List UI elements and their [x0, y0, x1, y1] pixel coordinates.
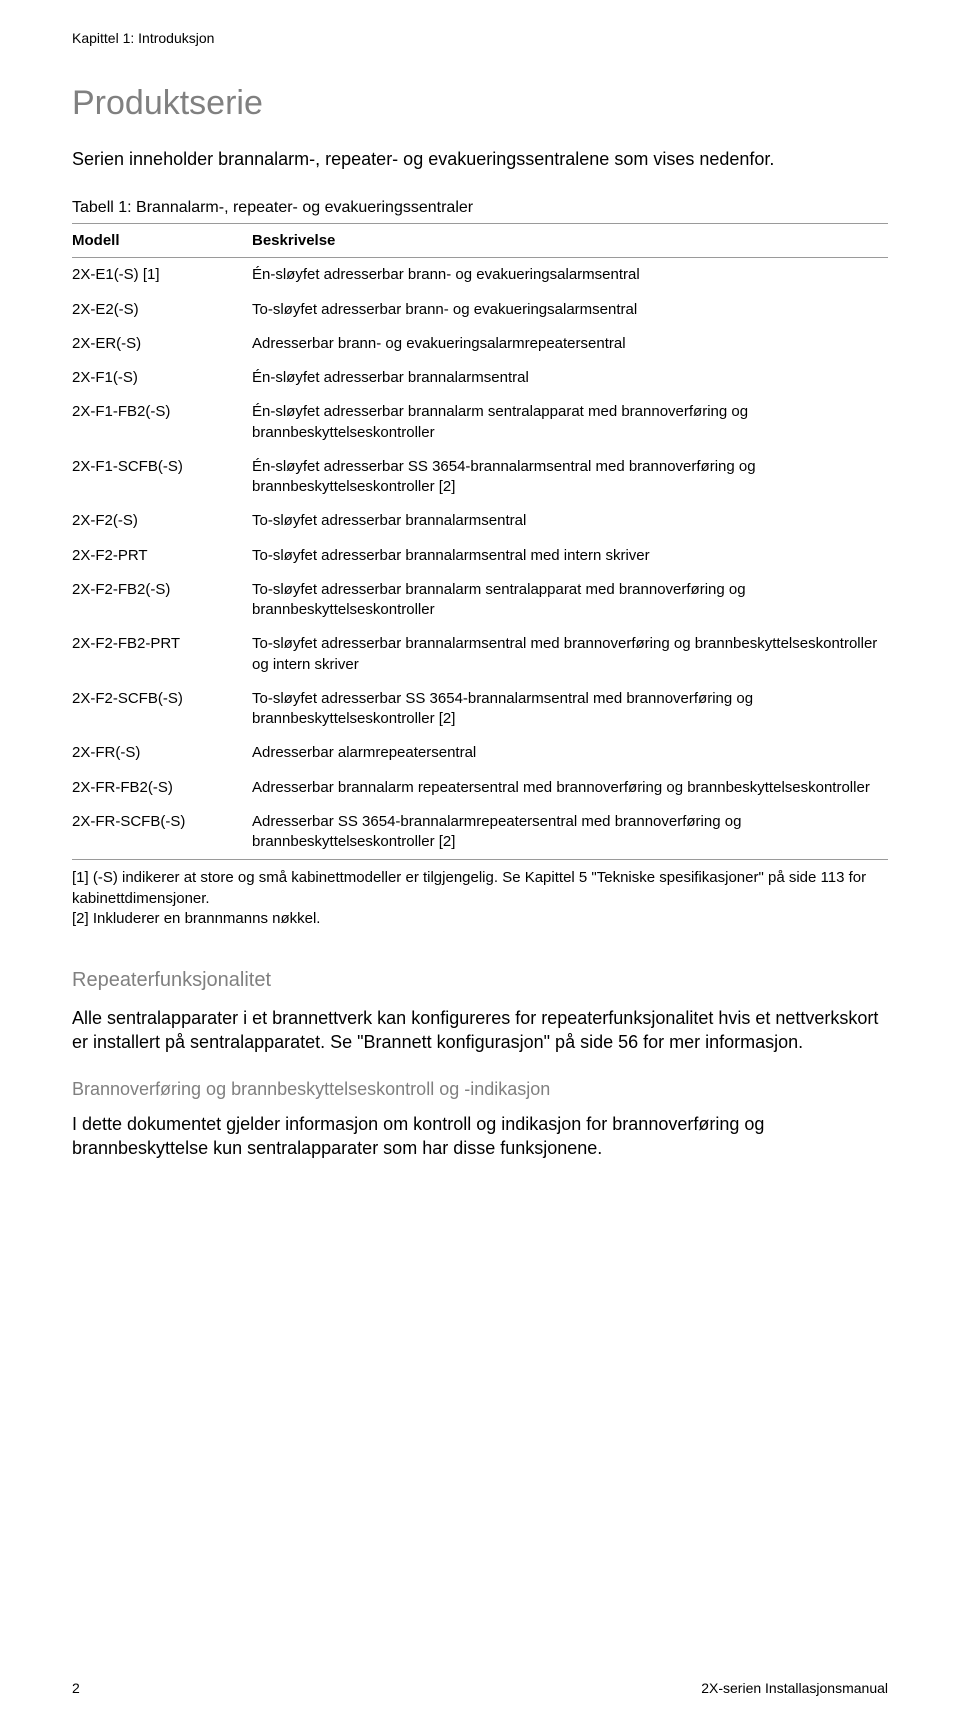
- table-footnotes: [1] (-S) indikerer at store og små kabin…: [72, 868, 888, 929]
- model-cell: 2X-E1(-S) [1]: [72, 258, 252, 293]
- section-heading-brannoverforing: Brannoverføring og brannbeskyttelseskont…: [72, 1079, 888, 1100]
- desc-cell: Adresserbar alarmrepeatersentral: [252, 736, 888, 770]
- chapter-label: Kapittel 1: Introduksjon: [72, 30, 888, 46]
- table-row: 2X-F2-FB2(-S)To-sløyfet adresserbar bran…: [72, 573, 888, 628]
- desc-cell: Adresserbar brannalarm repeatersentral m…: [252, 771, 888, 805]
- table-row: 2X-ER(-S)Adresserbar brann- og evakuerin…: [72, 327, 888, 361]
- desc-cell: To-sløyfet adresserbar brannalarm sentra…: [252, 573, 888, 628]
- model-cell: 2X-F1-SCFB(-S): [72, 450, 252, 505]
- page-footer: 2 2X-serien Installasjonsmanual: [72, 1680, 888, 1696]
- col-header-model: Modell: [72, 224, 252, 258]
- table-row: 2X-FR-SCFB(-S)Adresserbar SS 3654-branna…: [72, 805, 888, 860]
- desc-cell: Én-sløyfet adresserbar brannalarmsentral: [252, 361, 888, 395]
- model-cell: 2X-F1-FB2(-S): [72, 395, 252, 450]
- table-row: 2X-F2-SCFB(-S)To-sløyfet adresserbar SS …: [72, 682, 888, 737]
- table-row: 2X-FR(-S)Adresserbar alarmrepeatersentra…: [72, 736, 888, 770]
- desc-cell: Én-sløyfet adresserbar SS 3654-brannalar…: [252, 450, 888, 505]
- section-body-brannoverforing: I dette dokumentet gjelder informasjon o…: [72, 1112, 888, 1161]
- table-row: 2X-FR-FB2(-S)Adresserbar brannalarm repe…: [72, 771, 888, 805]
- table-caption: Tabell 1: Brannalarm-, repeater- og evak…: [72, 199, 888, 217]
- table-row: 2X-F1(-S)Én-sløyfet adresserbar brannala…: [72, 361, 888, 395]
- model-cell: 2X-F1(-S): [72, 361, 252, 395]
- model-cell: 2X-F2-FB2(-S): [72, 573, 252, 628]
- model-cell: 2X-F2-SCFB(-S): [72, 682, 252, 737]
- table-row: 2X-E1(-S) [1]Én-sløyfet adresserbar bran…: [72, 258, 888, 293]
- model-cell: 2X-FR(-S): [72, 736, 252, 770]
- desc-cell: To-sløyfet adresserbar brann- og evakuer…: [252, 293, 888, 327]
- desc-cell: To-sløyfet adresserbar brannalarmsentral: [252, 504, 888, 538]
- page-number: 2: [72, 1680, 80, 1696]
- doc-title-footer: 2X-serien Installasjonsmanual: [701, 1680, 888, 1696]
- desc-cell: Én-sløyfet adresserbar brannalarm sentra…: [252, 395, 888, 450]
- product-table: Modell Beskrivelse 2X-E1(-S) [1]Én-sløyf…: [72, 223, 888, 860]
- desc-cell: To-sløyfet adresserbar brannalarmsentral…: [252, 627, 888, 682]
- table-row: 2X-F2(-S)To-sløyfet adresserbar brannala…: [72, 504, 888, 538]
- section-body-repeater: Alle sentralapparater i et brannettverk …: [72, 1006, 888, 1055]
- intro-paragraph: Serien inneholder brannalarm-, repeater-…: [72, 147, 888, 171]
- section-heading-repeater: Repeaterfunksjonalitet: [72, 969, 888, 992]
- model-cell: 2X-F2-PRT: [72, 539, 252, 573]
- footnote-2: [2] Inkluderer en brannmanns nøkkel.: [72, 909, 888, 929]
- desc-cell: Én-sløyfet adresserbar brann- og evakuer…: [252, 258, 888, 293]
- model-cell: 2X-FR-SCFB(-S): [72, 805, 252, 860]
- model-cell: 2X-ER(-S): [72, 327, 252, 361]
- desc-cell: Adresserbar brann- og evakueringsalarmre…: [252, 327, 888, 361]
- desc-cell: To-sløyfet adresserbar brannalarmsentral…: [252, 539, 888, 573]
- page: Kapittel 1: Introduksjon Produktserie Se…: [0, 0, 960, 1720]
- model-cell: 2X-F2(-S): [72, 504, 252, 538]
- desc-cell: Adresserbar SS 3654-brannalarmrepeaterse…: [252, 805, 888, 860]
- page-title: Produktserie: [72, 84, 888, 123]
- col-header-desc: Beskrivelse: [252, 224, 888, 258]
- table-row: 2X-F1-FB2(-S)Én-sløyfet adresserbar bran…: [72, 395, 888, 450]
- table-row: 2X-F1-SCFB(-S)Én-sløyfet adresserbar SS …: [72, 450, 888, 505]
- table-row: 2X-F2-PRTTo-sløyfet adresserbar brannala…: [72, 539, 888, 573]
- model-cell: 2X-F2-FB2-PRT: [72, 627, 252, 682]
- model-cell: 2X-E2(-S): [72, 293, 252, 327]
- footnote-1: [1] (-S) indikerer at store og små kabin…: [72, 868, 888, 909]
- table-row: 2X-E2(-S)To-sløyfet adresserbar brann- o…: [72, 293, 888, 327]
- desc-cell: To-sløyfet adresserbar SS 3654-brannalar…: [252, 682, 888, 737]
- model-cell: 2X-FR-FB2(-S): [72, 771, 252, 805]
- table-row: 2X-F2-FB2-PRTTo-sløyfet adresserbar bran…: [72, 627, 888, 682]
